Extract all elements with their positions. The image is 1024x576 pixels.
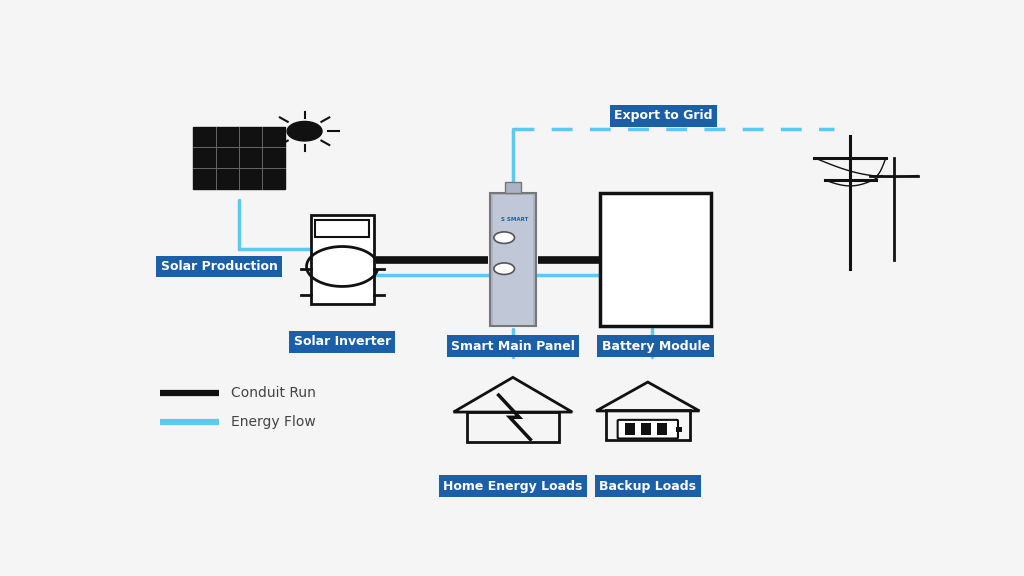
Circle shape bbox=[494, 263, 514, 275]
Text: Conduit Run: Conduit Run bbox=[231, 386, 316, 400]
FancyBboxPatch shape bbox=[194, 127, 285, 189]
Text: Home Energy Loads: Home Energy Loads bbox=[443, 480, 583, 492]
Text: S SMART: S SMART bbox=[501, 217, 528, 222]
Text: Backup Loads: Backup Loads bbox=[599, 480, 696, 492]
Text: Export to Grid: Export to Grid bbox=[614, 109, 713, 122]
FancyBboxPatch shape bbox=[656, 423, 667, 435]
Text: Smart Main Panel: Smart Main Panel bbox=[451, 340, 574, 353]
FancyBboxPatch shape bbox=[310, 215, 374, 304]
FancyBboxPatch shape bbox=[494, 195, 532, 325]
Circle shape bbox=[494, 232, 514, 244]
FancyBboxPatch shape bbox=[625, 423, 635, 435]
Circle shape bbox=[287, 122, 322, 141]
Text: Solar Inverter: Solar Inverter bbox=[294, 335, 391, 348]
FancyBboxPatch shape bbox=[617, 420, 678, 438]
FancyBboxPatch shape bbox=[505, 182, 521, 194]
FancyBboxPatch shape bbox=[600, 194, 712, 327]
FancyBboxPatch shape bbox=[677, 426, 682, 432]
FancyBboxPatch shape bbox=[315, 220, 370, 237]
FancyBboxPatch shape bbox=[489, 194, 536, 327]
FancyBboxPatch shape bbox=[641, 423, 651, 435]
Text: Energy Flow: Energy Flow bbox=[231, 415, 316, 429]
Text: Battery Module: Battery Module bbox=[602, 340, 710, 353]
Text: Solar Production: Solar Production bbox=[161, 260, 278, 273]
